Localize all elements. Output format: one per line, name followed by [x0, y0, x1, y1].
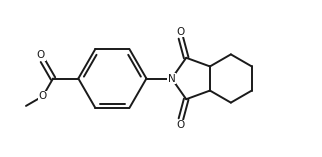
Text: O: O	[176, 27, 185, 37]
Text: O: O	[37, 50, 45, 60]
Text: N: N	[168, 73, 175, 84]
Text: O: O	[176, 120, 185, 130]
Text: O: O	[39, 91, 47, 101]
